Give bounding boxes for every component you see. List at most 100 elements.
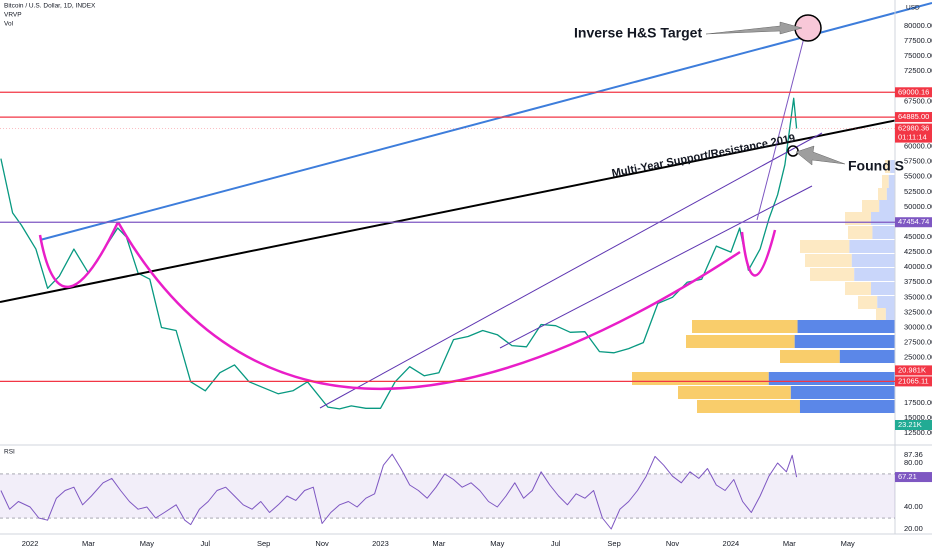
vp-bar (800, 240, 850, 253)
vp-bar (888, 175, 895, 188)
vp-bar (697, 400, 800, 413)
y-tick-label: 17500.00 (904, 398, 932, 407)
drawings (0, 2, 932, 409)
vp-bar (862, 200, 880, 213)
channel-line (319, 132, 823, 409)
level-badge (895, 217, 932, 228)
vp-bar (797, 320, 895, 333)
vp-bar (780, 350, 840, 363)
vp-bar (810, 268, 855, 281)
rsi-title: RSI (4, 449, 15, 456)
rsi-badge (895, 472, 932, 483)
vp-bar (692, 320, 798, 333)
y-tick-label: 45000.00 (904, 232, 932, 241)
y-tick-label: 75000.00 (904, 51, 932, 60)
channel-line (499, 185, 813, 349)
y-tick-label: 77500.00 (904, 36, 932, 45)
vp-bar (876, 308, 886, 321)
x-tick-label: 2024 (723, 539, 740, 548)
y-tick-label: 35000.00 (904, 292, 932, 301)
y-tick-label: 80.00 (904, 458, 923, 467)
volume-label: 23.21K (898, 420, 922, 429)
y-tick-label: 25000.00 (904, 353, 932, 362)
level-label: 21065.11 (898, 376, 929, 385)
target-line (756, 29, 807, 221)
y-tick-label: 12500.00 (904, 428, 932, 437)
vp-bar (871, 282, 895, 295)
x-tick-label: Nov (315, 539, 329, 548)
y-tick-label: 67500.00 (904, 96, 932, 105)
vp-bar (849, 240, 895, 253)
vp-bar (877, 296, 895, 309)
vp-bar (805, 254, 852, 267)
vp-bar (768, 372, 895, 385)
vp-bar (851, 254, 895, 267)
x-tick-label: Mar (432, 539, 445, 548)
rsi-band (0, 473, 895, 519)
arrow (705, 21, 803, 35)
y-tick-label: 37500.00 (904, 277, 932, 286)
y-tick-label: 32500.00 (904, 307, 932, 316)
vp-bar (845, 282, 871, 295)
vp-bar (890, 160, 895, 173)
y-tick-label: 40.00 (904, 502, 923, 511)
vp-bar (799, 400, 895, 413)
rsi-current: 67.21 (898, 472, 917, 481)
arrow (795, 145, 846, 166)
level-badge (895, 112, 932, 123)
vp-bar (871, 212, 895, 225)
countdown: 01:11:14 (898, 133, 927, 142)
cup-arc (740, 229, 777, 277)
y-tick-label: 20.00 (904, 524, 923, 533)
x-tick-label: May (140, 539, 154, 548)
price-pane (0, 97, 798, 410)
level-badge (895, 87, 932, 98)
y-tick-label: 72500.00 (904, 66, 932, 75)
currency-label: USD (906, 5, 920, 12)
vp-bar (885, 308, 895, 321)
y-tick-label: 60000.00 (904, 142, 932, 151)
level-label: 69000.16 (898, 87, 929, 96)
annotation: Found S (848, 158, 904, 174)
level-badge (895, 365, 932, 376)
x-tick-label: Mar (82, 539, 95, 548)
y-tick-label: 15000.00 (904, 413, 932, 422)
y-tick-label: 40000.00 (904, 262, 932, 271)
x-tick-label: Jul (551, 539, 561, 548)
rsi-marker-label: 87.36 (904, 450, 923, 459)
cup-arc (38, 221, 120, 288)
vp-bar (845, 212, 871, 225)
vp-bar (878, 188, 887, 201)
x-tick-label: Mar (783, 539, 796, 548)
indicator-label: VRVP (4, 12, 22, 19)
y-tick-label: 27500.00 (904, 338, 932, 347)
y-tick-label: 42500.00 (904, 247, 932, 256)
vp-bar (632, 372, 769, 385)
x-tick-label: May (490, 539, 504, 548)
level-label: 64885.00 (898, 112, 929, 121)
vp-bar (879, 200, 895, 213)
y-tick-label: 30000.00 (904, 322, 932, 331)
vp-bar (885, 160, 891, 173)
y-tick-label: 50000.00 (904, 202, 932, 211)
vp-bar (848, 226, 873, 239)
level-note: 20.981K (898, 365, 926, 374)
vp-bar (678, 386, 791, 399)
level-badge (895, 123, 932, 143)
vp-bar (872, 226, 895, 239)
level-badge (895, 376, 932, 387)
level-label: 47454.74 (898, 217, 929, 226)
trend-line (39, 2, 932, 241)
vp-bar (882, 175, 889, 188)
vp-bar (854, 268, 895, 281)
y-tick-label: 80000.00 (904, 21, 932, 30)
x-tick-label: Sep (257, 539, 270, 548)
y-tick-label: 52500.00 (904, 187, 932, 196)
volume-badge (895, 420, 932, 430)
support-circle (787, 145, 799, 157)
level-label: 62980.36 (898, 124, 929, 133)
vp-bar (686, 335, 795, 348)
x-tick-label: 2022 (22, 539, 39, 548)
